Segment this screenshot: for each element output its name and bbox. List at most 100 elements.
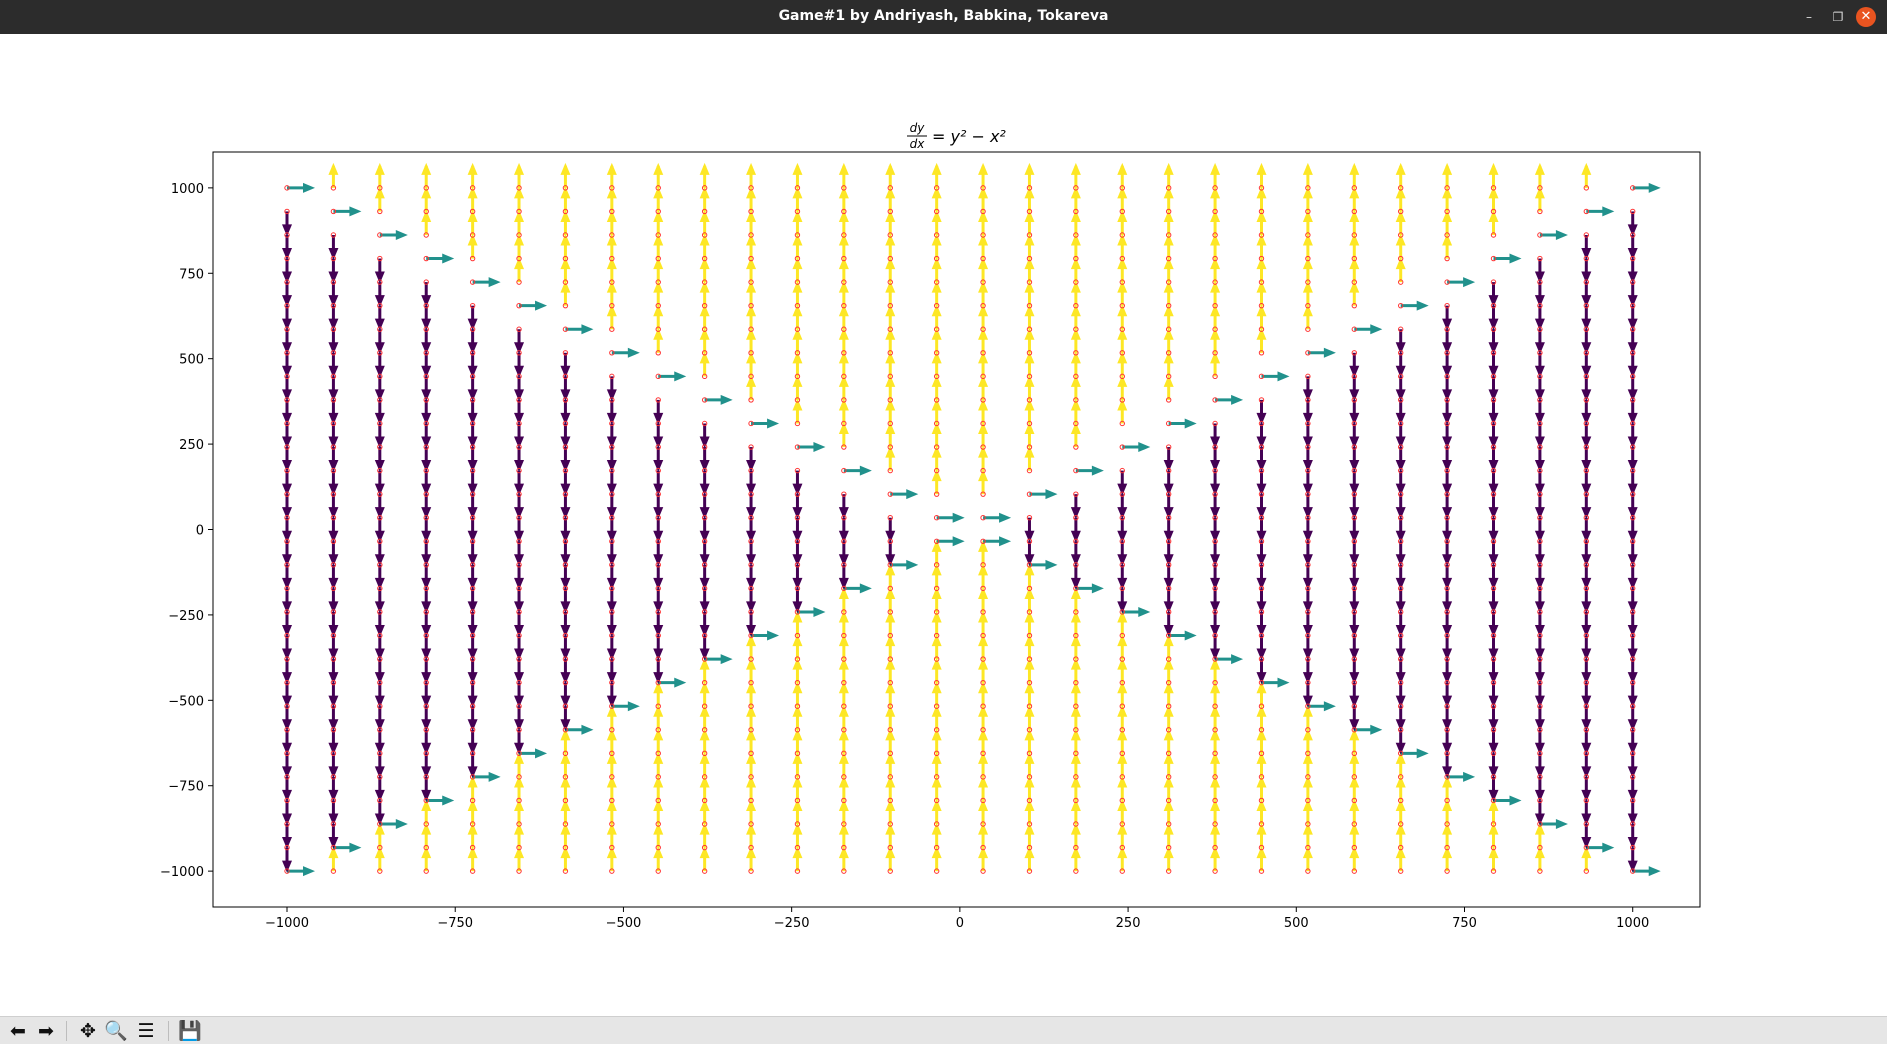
back-icon[interactable]: ⬅ xyxy=(10,1020,26,1042)
grid-point xyxy=(1258,844,1265,851)
negative-slope-arrow xyxy=(514,399,525,425)
grid-point xyxy=(841,797,847,804)
grid-point xyxy=(284,797,290,804)
positive-slope-arrow xyxy=(931,751,942,777)
zero-slope-arrow xyxy=(379,229,408,240)
grid-point xyxy=(1258,703,1265,709)
x-tick-label: 0 xyxy=(956,916,964,931)
grid-point xyxy=(1212,350,1218,356)
negative-slope-arrow xyxy=(653,423,664,449)
save-icon[interactable]: 💾 xyxy=(178,1020,202,1042)
positive-slope-arrow xyxy=(838,233,849,259)
pan-icon[interactable]: ✥ xyxy=(80,1020,96,1042)
grid-point xyxy=(794,208,801,215)
positive-slope-arrow xyxy=(1210,775,1221,801)
grid-point xyxy=(516,232,522,238)
grid-point xyxy=(1583,703,1590,709)
grid-point xyxy=(377,679,383,686)
grid-point xyxy=(841,868,847,874)
negative-slope-arrow xyxy=(1581,352,1592,378)
negative-slope-arrow xyxy=(1627,635,1638,661)
positive-slope-arrow xyxy=(1070,162,1081,188)
negative-slope-arrow xyxy=(514,682,525,708)
negative-slope-arrow xyxy=(1117,517,1128,543)
positive-slope-arrow xyxy=(746,209,757,235)
positive-slope-arrow xyxy=(1024,351,1035,377)
negative-slope-arrow xyxy=(1581,376,1592,402)
negative-slope-arrow xyxy=(374,282,385,308)
grid-point xyxy=(1537,750,1543,757)
grid-point xyxy=(469,868,476,874)
positive-slope-arrow xyxy=(1210,728,1221,754)
positive-slope-arrow xyxy=(1117,634,1128,660)
grid-point xyxy=(887,585,893,592)
negative-slope-arrow xyxy=(1534,541,1545,567)
grid-point xyxy=(1165,538,1172,544)
negative-slope-arrow xyxy=(328,824,339,850)
positive-slope-arrow xyxy=(1442,162,1453,188)
grid-point xyxy=(284,491,290,497)
negative-slope-arrow xyxy=(792,564,803,590)
grid-point xyxy=(330,420,337,427)
negative-slope-arrow xyxy=(1163,611,1174,637)
grid-point xyxy=(1490,868,1497,874)
negative-slope-arrow xyxy=(1349,447,1360,473)
grid-point xyxy=(1351,185,1357,191)
positive-slope-arrow xyxy=(467,233,478,259)
negative-slope-arrow xyxy=(282,376,293,402)
negative-slope-arrow xyxy=(1210,447,1221,473)
positive-slope-arrow xyxy=(885,799,896,825)
close-button[interactable]: ✕ xyxy=(1856,7,1876,27)
grid-point xyxy=(841,185,847,191)
restore-button[interactable]: ❐ xyxy=(1832,10,1844,24)
grid-point xyxy=(1630,844,1636,851)
negative-slope-arrow xyxy=(1488,470,1499,496)
grid-point xyxy=(284,232,290,238)
negative-slope-arrow xyxy=(1627,494,1638,520)
negative-slope-arrow xyxy=(328,234,339,260)
positive-slope-arrow xyxy=(931,586,942,612)
grid-point xyxy=(1026,797,1033,804)
zero-slope-arrow xyxy=(1586,842,1615,853)
grid-point xyxy=(469,774,476,780)
grid-point xyxy=(1212,397,1218,403)
zoom-icon[interactable]: 🔍 xyxy=(104,1020,128,1042)
positive-slope-arrow xyxy=(560,799,571,825)
positive-slope-arrow xyxy=(838,799,849,825)
grid-point xyxy=(841,350,847,356)
negative-slope-arrow xyxy=(1627,423,1638,449)
grid-point xyxy=(1119,797,1125,804)
grid-point xyxy=(469,326,476,332)
grid-point xyxy=(1351,538,1357,544)
negative-slope-arrow xyxy=(560,706,571,732)
negative-slope-arrow xyxy=(1117,494,1128,520)
grid-point xyxy=(1165,444,1172,450)
positive-slope-arrow xyxy=(1070,374,1081,400)
zero-slope-arrow xyxy=(1354,724,1383,735)
zero-slope-arrow xyxy=(797,442,826,453)
negative-slope-arrow xyxy=(606,564,617,590)
grid-point xyxy=(469,656,476,662)
grid-point xyxy=(980,679,986,686)
grid-point xyxy=(933,185,940,191)
grid-point xyxy=(1537,821,1543,827)
grid-point xyxy=(794,255,801,262)
forward-icon[interactable]: ➡ xyxy=(38,1020,54,1042)
configure-subplots-icon[interactable]: ☰ xyxy=(137,1020,155,1042)
negative-slope-arrow xyxy=(374,329,385,355)
grid-point xyxy=(1119,821,1125,827)
grid-point xyxy=(933,467,940,474)
zero-slope-arrow xyxy=(797,606,826,617)
grid-point xyxy=(1537,727,1543,733)
negative-slope-arrow xyxy=(560,635,571,661)
positive-slope-arrow xyxy=(885,209,896,235)
zero-slope-arrow xyxy=(1632,182,1661,193)
zero-slope-arrow xyxy=(936,512,965,523)
positive-slope-arrow xyxy=(838,422,849,448)
grid-point xyxy=(377,185,383,191)
negative-slope-arrow xyxy=(606,541,617,567)
minimize-button[interactable]: – xyxy=(1806,10,1812,24)
grid-point xyxy=(1397,844,1404,851)
negative-slope-arrow xyxy=(1395,706,1406,732)
grid-point xyxy=(1305,844,1311,851)
